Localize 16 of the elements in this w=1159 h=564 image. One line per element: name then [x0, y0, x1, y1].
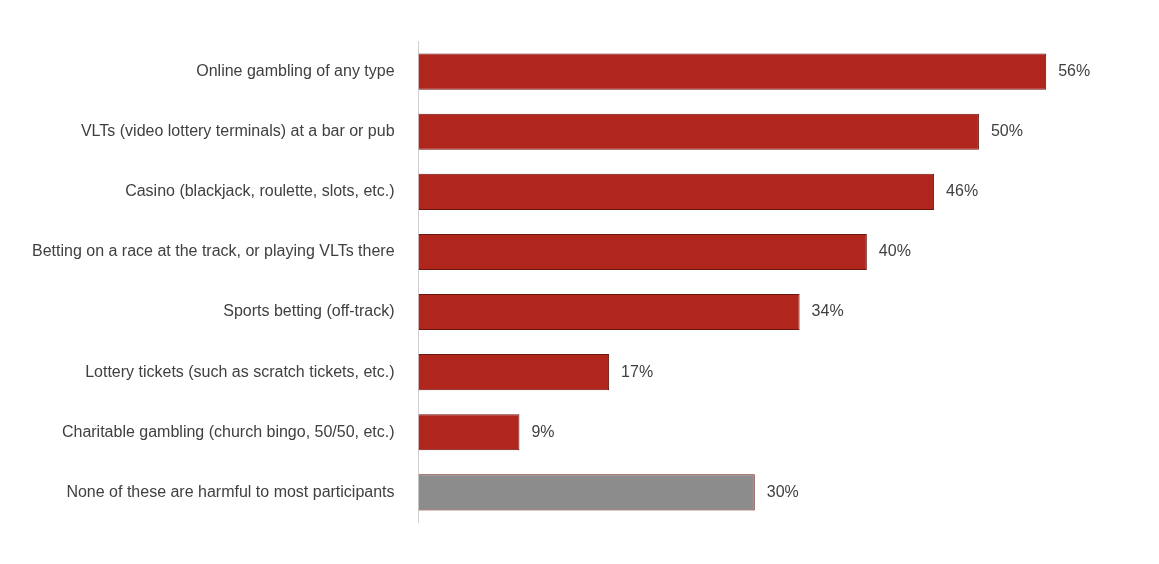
data-label: 34% [811, 302, 844, 320]
y-tick-label: Casino (blackjack, roulette, slots, etc.) [125, 182, 395, 200]
y-tick-label: Lottery tickets (such as scratch tickets, etc.) [85, 362, 395, 380]
data-label: 30% [766, 482, 799, 500]
y-tick-label: None of these are harmful to most participants [66, 482, 395, 500]
data-label: 40% [878, 242, 911, 260]
y-tick-label: VLTs (video lottery terminals) at a bar or pub [80, 122, 395, 140]
y-tick-label: Online gambling of any type [196, 62, 395, 80]
data-label: 17% [621, 362, 654, 380]
data-label: 56% [1058, 62, 1091, 80]
y-tick-label: Betting on a race at the track, or playing VLTs there [31, 242, 395, 260]
y-tick-label: Sports betting (off-track) [223, 302, 395, 320]
data-label: 50% [990, 122, 1023, 140]
y-tick-label: Charitable gambling (church bingo, 50/50, etc.) [61, 422, 395, 440]
data-label: 9% [531, 422, 555, 440]
data-label: 46% [946, 182, 979, 200]
